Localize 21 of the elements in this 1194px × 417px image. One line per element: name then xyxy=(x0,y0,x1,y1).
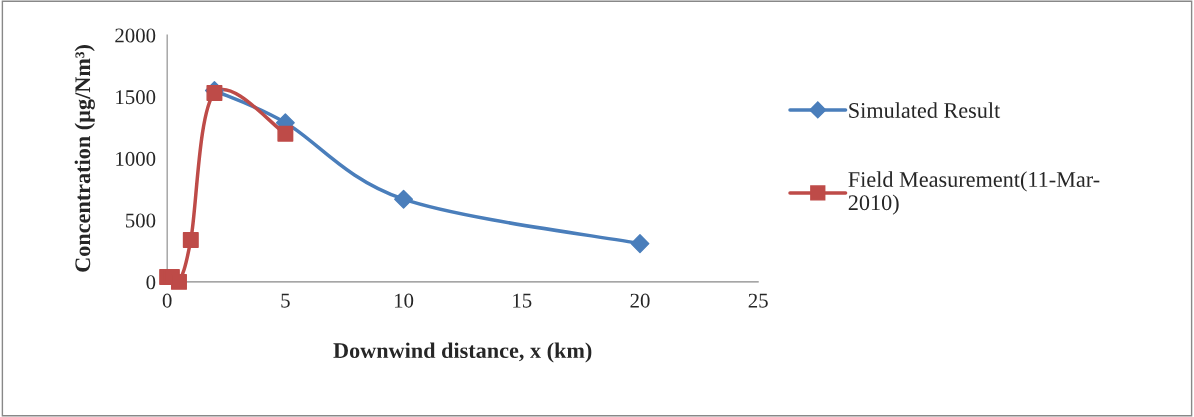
x-axis-title: Downwind distance, x (km) xyxy=(333,342,592,363)
x-tick-label: 5 xyxy=(281,293,290,308)
x-tick-label: 20 xyxy=(630,293,650,308)
point xyxy=(206,85,223,102)
point xyxy=(277,125,294,142)
y-axis-title: Concentration (µg/Nm³) xyxy=(74,45,95,272)
y-tick-label: 0 xyxy=(146,275,156,290)
x-tick-label: 25 xyxy=(748,293,768,308)
point xyxy=(630,234,650,254)
legend-label: Field Measurement(11-Mar-2010) xyxy=(848,171,1100,215)
legend-label: Simulated Result xyxy=(849,102,1001,118)
x-tick-label: 0 xyxy=(162,293,172,308)
point xyxy=(171,273,187,290)
y-tick-label: 2000 xyxy=(115,28,156,43)
x-tick-label: 10 xyxy=(394,293,414,308)
y-tick-label: 500 xyxy=(126,213,156,228)
point xyxy=(394,189,414,209)
point xyxy=(182,231,199,248)
y-tick-label: 1500 xyxy=(116,90,156,105)
y-tick-label: 1000 xyxy=(116,151,156,166)
x-tick-label: 15 xyxy=(513,293,532,308)
